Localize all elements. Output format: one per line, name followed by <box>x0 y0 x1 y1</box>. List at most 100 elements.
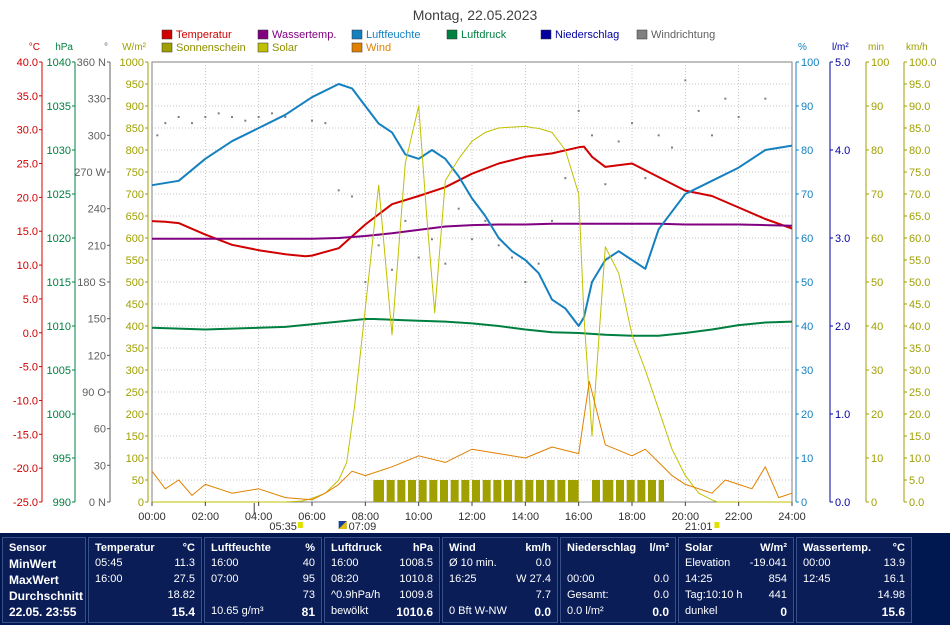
axis-tick-label: 330 <box>88 94 106 106</box>
stats-time: Ø 10 min. <box>449 557 497 569</box>
stats-time: 10.65 g/m³ <box>211 605 264 617</box>
stats-value: 16.1 <box>883 573 905 585</box>
x-tick-label: 00:00 <box>138 511 166 523</box>
windrichtung-point <box>684 79 687 82</box>
stats-row: 16:00 1008.5 <box>331 557 433 572</box>
stats-time: 16:00 <box>331 557 359 569</box>
stats-row: 00:00 0.0 <box>567 573 669 588</box>
sunrise-icon <box>297 522 303 528</box>
windrichtung-point <box>484 219 487 222</box>
stats-value: 15.4 <box>171 605 195 619</box>
axis-tick-label: 10.0 <box>909 453 930 465</box>
stats-row: 15.4 <box>95 605 195 620</box>
stats-row: 12:45 16.1 <box>803 573 905 588</box>
axis-tick-label: 995 <box>53 453 71 465</box>
axis-tick-label: 450 <box>126 299 144 311</box>
axis-tick-label: 60 <box>871 233 883 245</box>
stats-value: 1010.8 <box>399 573 433 585</box>
stats-box-niederschlag: Niederschlag l/m² 00:00 0.0 Gesamt: 0.0 0.… <box>560 537 676 623</box>
windrichtung-point <box>497 244 500 247</box>
windrichtung-point <box>271 112 273 115</box>
stats-unit: l/m² <box>649 542 669 554</box>
windrichtung-point <box>257 116 260 118</box>
stats-unit: °C <box>182 542 195 554</box>
axis-tick-label: 80 <box>871 145 883 157</box>
windrichtung-point <box>524 281 527 283</box>
axis-tick-label: 1025 <box>47 189 71 201</box>
x-tick-label: 20:00 <box>672 511 700 523</box>
windrichtung-point <box>577 109 580 112</box>
axis-unit-label: km/h <box>906 42 928 53</box>
sonnenschein-bar <box>373 480 384 502</box>
axis-tick-label: 5.0 <box>23 294 38 306</box>
axis-tick-label: 1020 <box>47 233 71 245</box>
axis-tick-label: 0.0 <box>909 497 924 509</box>
windrichtung-point <box>564 177 567 180</box>
axis-tick-label: 60.0 <box>909 233 930 245</box>
sonnenschein-bar <box>472 480 480 502</box>
stats-label: Durchschnitt <box>9 589 84 603</box>
axis-tick-label: 250 <box>126 387 144 399</box>
axis-tick-label: 100.0 <box>909 57 937 69</box>
axis-tick-label: 4.0 <box>835 145 850 157</box>
axis-tick-label: 15.0 <box>17 226 38 238</box>
windrichtung-point <box>591 134 593 137</box>
stats-unit: % <box>305 542 315 554</box>
stats-row: bewölkt 1010.6 <box>331 605 433 620</box>
axis-unit-label: min <box>868 42 884 53</box>
axis-tick-label: 180 S <box>77 277 106 289</box>
series-line-luftfeuchte <box>151 83 793 327</box>
windrichtung-point <box>631 122 633 125</box>
sonnenschein-bar <box>626 480 635 502</box>
stats-row: 16:00 40 <box>211 557 315 572</box>
x-tick-label: 12:00 <box>458 511 486 523</box>
axis-tick-label: 50.0 <box>909 277 930 289</box>
stats-header: Sensor <box>9 542 47 554</box>
marker-label: 07:09 <box>349 521 377 533</box>
axis-tick-label: 60 <box>94 424 106 436</box>
sonnenschein-bar <box>386 480 395 502</box>
axis-tick-label: 990 <box>53 497 71 509</box>
axis-tick-label: 1005 <box>47 365 71 377</box>
stats-row: 73 <box>211 589 315 604</box>
axis-tick-label: 35.0 <box>17 91 38 103</box>
axis-tick-label: -15.0 <box>13 429 38 441</box>
stats-value: 1008.5 <box>399 557 433 569</box>
x-tick-label: 04:00 <box>245 511 273 523</box>
axis-tick-label: 300 <box>88 130 106 142</box>
stats-value: 18.82 <box>167 589 195 601</box>
axis-tick-label: 800 <box>126 145 144 157</box>
sonnenschein-bar <box>602 480 614 502</box>
windrichtung-point <box>617 140 620 143</box>
sonnenschein-bar <box>514 480 523 502</box>
stats-value: 0.0 <box>535 557 551 569</box>
stats-row: 05:45 11.3 <box>95 557 195 572</box>
axis-tick-label: 25.0 <box>909 387 930 399</box>
stats-header: Niederschlag <box>567 542 637 554</box>
x-tick-label: 06:00 <box>298 511 326 523</box>
sonnenschein-bar <box>658 480 664 502</box>
sonnenschein-bar <box>536 480 544 502</box>
stats-time: dunkel <box>685 605 718 617</box>
sonnenschein-bar <box>418 480 427 502</box>
stats-unit: W/m² <box>760 542 787 554</box>
windrichtung-point <box>351 195 353 198</box>
axis-tick-label: 3.0 <box>835 233 850 245</box>
axis-tick-label: 25.0 <box>17 159 38 171</box>
axis-tick-label: 40 <box>801 321 813 333</box>
stats-box-luftfeuchte: Luftfeuchte % 16:00 40 07:00 95 73 10.65 g… <box>204 537 322 623</box>
stats-time: 14:25 <box>685 573 713 585</box>
windrichtung-point <box>217 112 220 115</box>
stats-row: 0.0 l/m² 0.0 <box>567 605 669 620</box>
axis-tick-label: 50 <box>801 277 813 289</box>
stats-row: Elevation -19.041 <box>685 557 787 572</box>
axis-tick-label: 1015 <box>47 277 71 289</box>
stats-value: 0.0 <box>653 589 669 601</box>
series-line-solar <box>152 105 792 503</box>
windrichtung-point <box>417 256 420 259</box>
axis-tick-label: 20 <box>801 409 813 421</box>
stats-value: 1009.8 <box>399 589 433 601</box>
windrichtung-point <box>671 146 673 149</box>
windrichtung-point <box>204 116 207 118</box>
windrichtung-point <box>244 119 247 122</box>
